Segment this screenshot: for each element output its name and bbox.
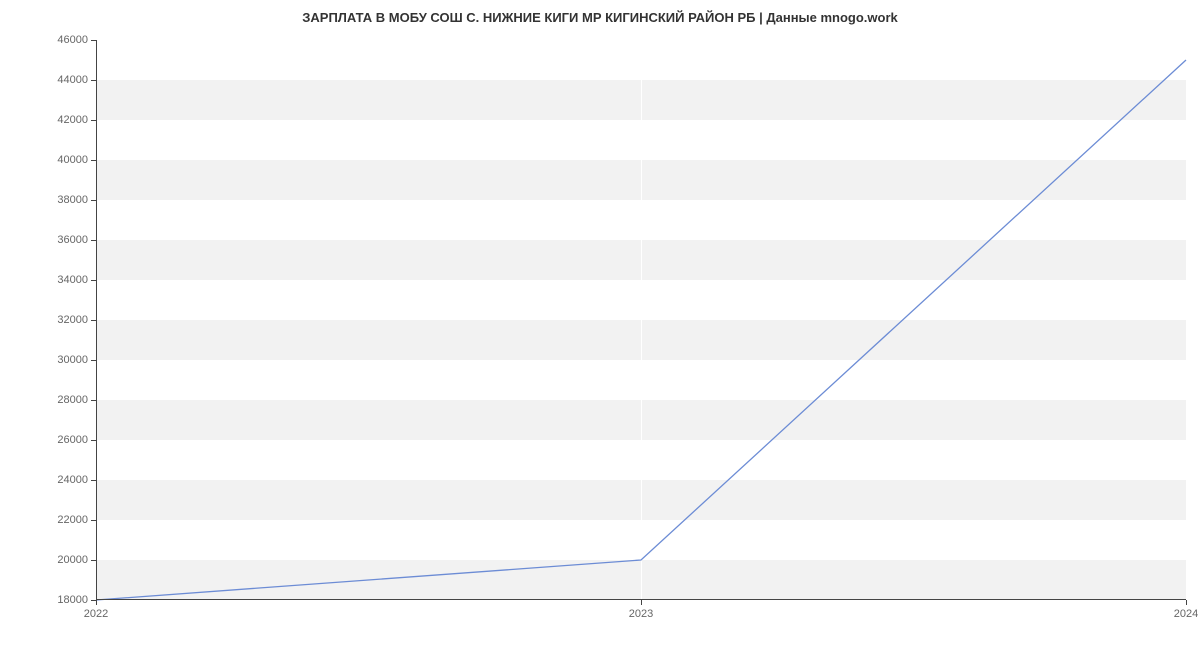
y-tick-label: 28000 [57, 394, 96, 406]
x-tick-label: 2024 [1174, 600, 1198, 620]
y-tick-label: 26000 [57, 434, 96, 446]
y-tick-label: 22000 [57, 514, 96, 526]
y-tick-label: 38000 [57, 194, 96, 206]
y-tick-label: 40000 [57, 154, 96, 166]
y-tick-label: 32000 [57, 314, 96, 326]
x-tick-label: 2022 [84, 600, 108, 620]
y-tick-label: 20000 [57, 554, 96, 566]
x-tick-label: 2023 [629, 600, 653, 620]
series-layer [96, 40, 1186, 600]
y-tick-label: 24000 [57, 474, 96, 486]
plot-area: 1800020000220002400026000280003000032000… [96, 40, 1186, 600]
y-tick-label: 36000 [57, 234, 96, 246]
y-tick-label: 30000 [57, 354, 96, 366]
y-axis [96, 40, 97, 600]
series-line [96, 60, 1186, 600]
y-tick-label: 42000 [57, 114, 96, 126]
line-chart: ЗАРПЛАТА В МОБУ СОШ С. НИЖНИЕ КИГИ МР КИ… [0, 0, 1200, 650]
y-tick-label: 34000 [57, 274, 96, 286]
y-tick-label: 44000 [57, 74, 96, 86]
y-tick-label: 46000 [57, 34, 96, 46]
chart-title: ЗАРПЛАТА В МОБУ СОШ С. НИЖНИЕ КИГИ МР КИ… [0, 10, 1200, 25]
